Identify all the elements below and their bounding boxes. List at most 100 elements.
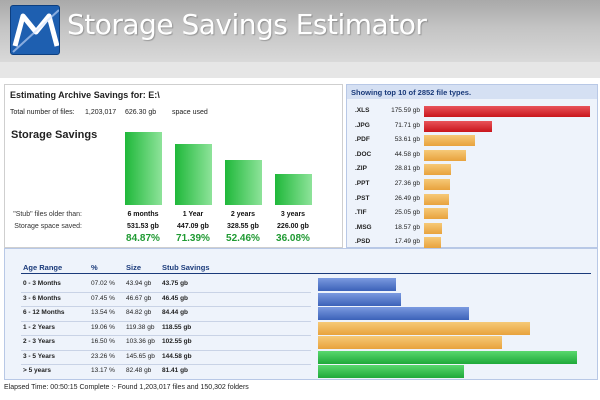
row-divider bbox=[21, 306, 311, 307]
savings-col-size: 531.53 gb bbox=[127, 223, 159, 230]
size-cell: 46.67 gb bbox=[126, 294, 152, 302]
file-type-ext: .PDF bbox=[355, 136, 370, 144]
table-row: 3 - 5 Years 23.26 % 145.65 gb 144.58 gb bbox=[5, 350, 595, 365]
total-files-label: Total number of files: bbox=[10, 109, 75, 116]
file-type-bar bbox=[424, 135, 475, 147]
savings-bar bbox=[275, 174, 312, 205]
file-type-ext: .JPG bbox=[355, 121, 370, 129]
stub-savings-bar bbox=[318, 336, 502, 349]
file-type-bar bbox=[424, 120, 492, 132]
table-row: 2 - 3 Years 16.50 % 103.36 gb 102.55 gb bbox=[5, 336, 595, 350]
stub-savings-bar bbox=[318, 321, 530, 335]
percent-header: % bbox=[91, 263, 98, 272]
row-divider bbox=[21, 349, 311, 351]
age-range-cell: 1 - 2 Years bbox=[23, 323, 56, 331]
savings-col-size: 447.09 gb bbox=[177, 223, 209, 230]
percent-cell: 07.02 % bbox=[91, 280, 115, 287]
savings-col-label: 1 Year bbox=[182, 211, 204, 218]
table-row: 0 - 3 Months 07.02 % 43.94 gb 43.75 gb bbox=[5, 278, 595, 292]
row-divider bbox=[21, 291, 311, 293]
file-type-bar bbox=[424, 237, 441, 249]
percent-cell: 13.17 % bbox=[91, 367, 115, 374]
file-type-size: 18.57 gb bbox=[394, 223, 420, 231]
row-divider bbox=[21, 335, 311, 336]
row-divider bbox=[21, 364, 311, 365]
header-rule bbox=[21, 273, 591, 274]
row-divider bbox=[21, 320, 311, 322]
stub-savings-cell: 43.75 gb bbox=[162, 280, 189, 287]
file-type-ext: .PPT bbox=[355, 180, 370, 187]
size-cell: 145.65 gb bbox=[126, 352, 155, 360]
file-type-bar bbox=[424, 164, 451, 176]
stub-savings-cell: 46.45 gb bbox=[162, 294, 189, 302]
age-range-cell: > 5 years bbox=[23, 367, 52, 374]
file-type-ext: .DOC bbox=[355, 150, 372, 158]
stub-savings-header: Stub Savings bbox=[162, 263, 210, 272]
file-type-size: 25.05 gb bbox=[394, 209, 420, 217]
age-range-cell: 0 - 3 Months bbox=[23, 280, 61, 287]
file-type-ext: .PST bbox=[355, 194, 370, 202]
estimating-title: Estimating Archive Savings for: E:\ bbox=[10, 90, 160, 100]
age-range-cell: 3 - 6 Months bbox=[23, 294, 61, 302]
percent-cell: 16.50 % bbox=[91, 338, 115, 345]
file-type-bar bbox=[424, 149, 466, 161]
size-cell: 84.82 gb bbox=[126, 309, 152, 316]
stub-savings-cell: 84.44 gb bbox=[162, 309, 189, 316]
age-range-panel: Age Range % Size Stub Savings 0 - 3 Mont… bbox=[4, 248, 598, 380]
savings-bar bbox=[225, 160, 262, 205]
savings-col-label: 3 years bbox=[280, 211, 306, 218]
stub-savings-cell: 144.58 gb bbox=[162, 352, 192, 360]
savings-summary-panel: Estimating Archive Savings for: E:\ Tota… bbox=[4, 84, 343, 248]
percent-cell: 07.45 % bbox=[91, 294, 115, 302]
file-type-bar bbox=[424, 208, 448, 220]
percent-cell: 19.06 % bbox=[91, 323, 115, 331]
file-type-size: 71.71 gb bbox=[394, 121, 420, 129]
m-logo-icon bbox=[10, 5, 60, 55]
size-cell: 82.48 gb bbox=[126, 367, 152, 374]
file-type-ext: .ZIP bbox=[355, 165, 367, 173]
file-type-bar bbox=[424, 106, 590, 117]
file-type-size: 26.49 gb bbox=[394, 194, 420, 202]
savings-col-percent: 71.39% bbox=[176, 233, 210, 244]
percent-cell: 23.26 % bbox=[91, 352, 115, 360]
total-files-value: 1,203,017 bbox=[85, 109, 117, 116]
space-used-label: space used bbox=[172, 109, 208, 116]
savings-bar bbox=[175, 144, 212, 205]
file-type-ext: .TIF bbox=[355, 209, 367, 217]
space-used-value: 626.30 gb bbox=[125, 109, 157, 116]
storage-savings-title: Storage Savings bbox=[11, 129, 98, 141]
file-type-size: 27.36 gb bbox=[394, 180, 420, 187]
savings-col-percent: 84.87% bbox=[126, 233, 160, 244]
table-row: > 5 years 13.17 % 82.48 gb 81.41 gb bbox=[5, 365, 595, 379]
file-type-ext: .MSG bbox=[355, 223, 372, 231]
stub-savings-bar bbox=[318, 365, 464, 378]
age-range-cell: 2 - 3 Years bbox=[23, 338, 56, 345]
file-type-size: 17.49 gb bbox=[394, 238, 420, 246]
file-type-size: 53.61 gb bbox=[394, 136, 420, 144]
size-header: Size bbox=[126, 263, 142, 272]
app-header: Storage Savings Estimator bbox=[0, 0, 600, 62]
stub-savings-bar bbox=[318, 350, 577, 364]
table-row: 1 - 2 Years 19.06 % 119.38 gb 118.55 gb bbox=[5, 321, 595, 336]
header-subbar bbox=[0, 62, 600, 78]
file-type-bar bbox=[424, 222, 442, 234]
savings-bar bbox=[125, 132, 162, 205]
size-cell: 43.94 gb bbox=[126, 280, 152, 287]
file-type-size: 175.59 gb bbox=[391, 107, 420, 114]
savings-col-label: 2 years bbox=[230, 211, 256, 218]
app-title: Storage Savings Estimator bbox=[67, 8, 427, 41]
status-bar: Elapsed Time: 00:50:15 Complete :- Found… bbox=[4, 384, 249, 391]
stub-savings-bar bbox=[318, 307, 469, 320]
stub-older-label: "Stub" files older than: bbox=[13, 211, 82, 218]
file-type-size: 44.58 gb bbox=[394, 150, 420, 158]
stub-savings-cell: 118.55 gb bbox=[162, 323, 192, 331]
age-range-cell: 3 - 5 Years bbox=[23, 352, 56, 360]
savings-col-percent: 36.08% bbox=[276, 233, 310, 244]
file-type-bar bbox=[424, 193, 449, 205]
stub-savings-bar bbox=[318, 278, 396, 291]
size-cell: 103.36 gb bbox=[126, 338, 155, 345]
file-types-panel: Showing top 10 of 2852 file types. .XLS 1… bbox=[346, 84, 598, 249]
table-row: 3 - 6 Months 07.45 % 46.67 gb 46.45 gb bbox=[5, 292, 595, 307]
savings-col-size: 328.55 gb bbox=[227, 223, 259, 230]
file-types-heading: Showing top 10 of 2852 file types. bbox=[347, 85, 597, 99]
